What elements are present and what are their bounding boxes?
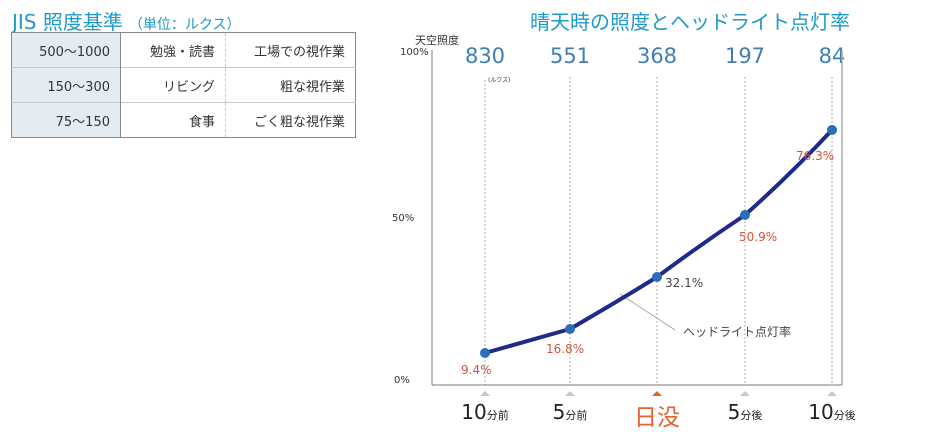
jis-table: 500〜1000 勉強・読書 工場での視作業 150〜300 リビング 粗な視作… xyxy=(11,32,356,138)
tick-triangles xyxy=(480,391,837,396)
use-cell: 食事 xyxy=(120,102,226,138)
lux-cell: 500〜1000 xyxy=(11,32,121,68)
table-row: 500〜1000 勉強・読書 工場での視作業 xyxy=(11,32,356,68)
series-label: ヘッドライト点灯率 xyxy=(683,324,791,339)
y-tick-50: 50% xyxy=(392,213,415,224)
x-label: 5分前 xyxy=(553,400,588,424)
jis-title: JIS 照度基準 （単位：ルクス） xyxy=(12,6,240,35)
lux-cell: 75〜150 xyxy=(11,102,121,138)
x-label-unit: 分後 xyxy=(833,409,856,422)
x-label: 10分後 xyxy=(808,400,855,424)
point-label: 76.3% xyxy=(796,149,834,163)
data-point xyxy=(480,348,490,358)
lux-unit-label: (ルクス) xyxy=(488,77,511,84)
y-tick-100: 100% xyxy=(400,47,429,58)
x-label: 10分前 xyxy=(461,400,508,424)
x-label-unit: 分後 xyxy=(740,409,763,422)
lux-value: 197 xyxy=(724,44,766,68)
use-cell: 勉強・読書 xyxy=(120,32,226,68)
jis-title-text: JIS 照度基準 xyxy=(12,10,123,34)
headlight-rate-line xyxy=(484,128,834,355)
lux-value: 830 xyxy=(464,44,506,68)
x-label-num: 日没 xyxy=(634,405,680,431)
data-point xyxy=(827,125,837,135)
data-point xyxy=(652,272,662,282)
x-label-num: 10 xyxy=(808,400,834,424)
lux-value: 368 xyxy=(636,44,678,68)
x-label-sunset: 日没 xyxy=(634,398,680,432)
table-row: 75〜150 食事 ごく粗な視作業 xyxy=(11,102,356,138)
sky-illuminance-label: 天空照度 xyxy=(415,34,459,47)
x-label-unit: 分前 xyxy=(565,409,588,422)
work-cell: ごく粗な視作業 xyxy=(225,102,356,138)
jis-subtitle: （単位：ルクス） xyxy=(128,17,241,33)
data-points xyxy=(480,125,837,358)
data-point xyxy=(740,210,750,220)
work-cell: 粗な視作業 xyxy=(225,67,356,103)
work-cell: 工場での視作業 xyxy=(253,44,345,60)
x-label-unit: 分前 xyxy=(486,409,509,422)
x-label-num: 5 xyxy=(727,400,741,424)
use-cell: リビング xyxy=(120,67,226,103)
lux-value: 84 xyxy=(818,44,846,68)
point-label: 50.9% xyxy=(739,230,777,244)
x-label: 5分後 xyxy=(728,400,763,424)
x-label-num: 5 xyxy=(552,400,566,424)
data-point xyxy=(565,324,575,334)
lux-cell: 150〜300 xyxy=(11,67,121,103)
point-label: 9.4% xyxy=(461,363,492,377)
leader-line xyxy=(619,293,676,331)
lux-value: 551 xyxy=(549,44,591,68)
y-tick-0: 0% xyxy=(394,375,410,386)
table-row: 150〜300 リビング 粗な視作業 xyxy=(11,67,356,103)
chart-title: 晴天時の照度とヘッドライト点灯率 xyxy=(530,10,850,34)
point-label: 16.8% xyxy=(546,342,584,356)
x-label-num: 10 xyxy=(461,400,487,424)
point-label: 32.1% xyxy=(665,276,703,290)
